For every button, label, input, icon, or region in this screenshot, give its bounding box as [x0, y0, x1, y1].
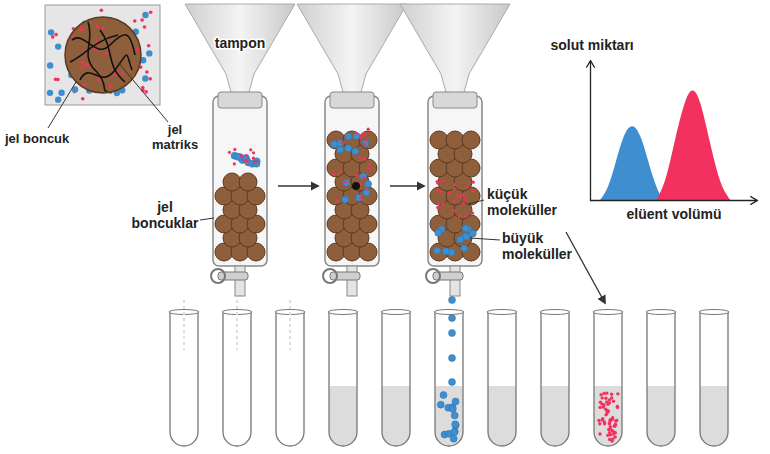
svg-text:jel: jel	[167, 122, 182, 137]
svg-text:tampon: tampon	[215, 35, 266, 51]
svg-text:solut miktarı: solut miktarı	[551, 37, 634, 53]
svg-text:moleküller: moleküller	[487, 202, 558, 218]
svg-text:jel boncuk: jel boncuk	[4, 131, 70, 146]
svg-text:elüent volümü: elüent volümü	[627, 206, 722, 222]
svg-text:büyük: büyük	[502, 230, 543, 246]
svg-text:boncuklar: boncuklar	[132, 215, 199, 231]
svg-text:küçük: küçük	[487, 186, 528, 202]
svg-text:moleküller: moleküller	[502, 246, 573, 262]
svg-text:jel: jel	[156, 199, 173, 215]
svg-text:matriks: matriks	[152, 137, 198, 152]
